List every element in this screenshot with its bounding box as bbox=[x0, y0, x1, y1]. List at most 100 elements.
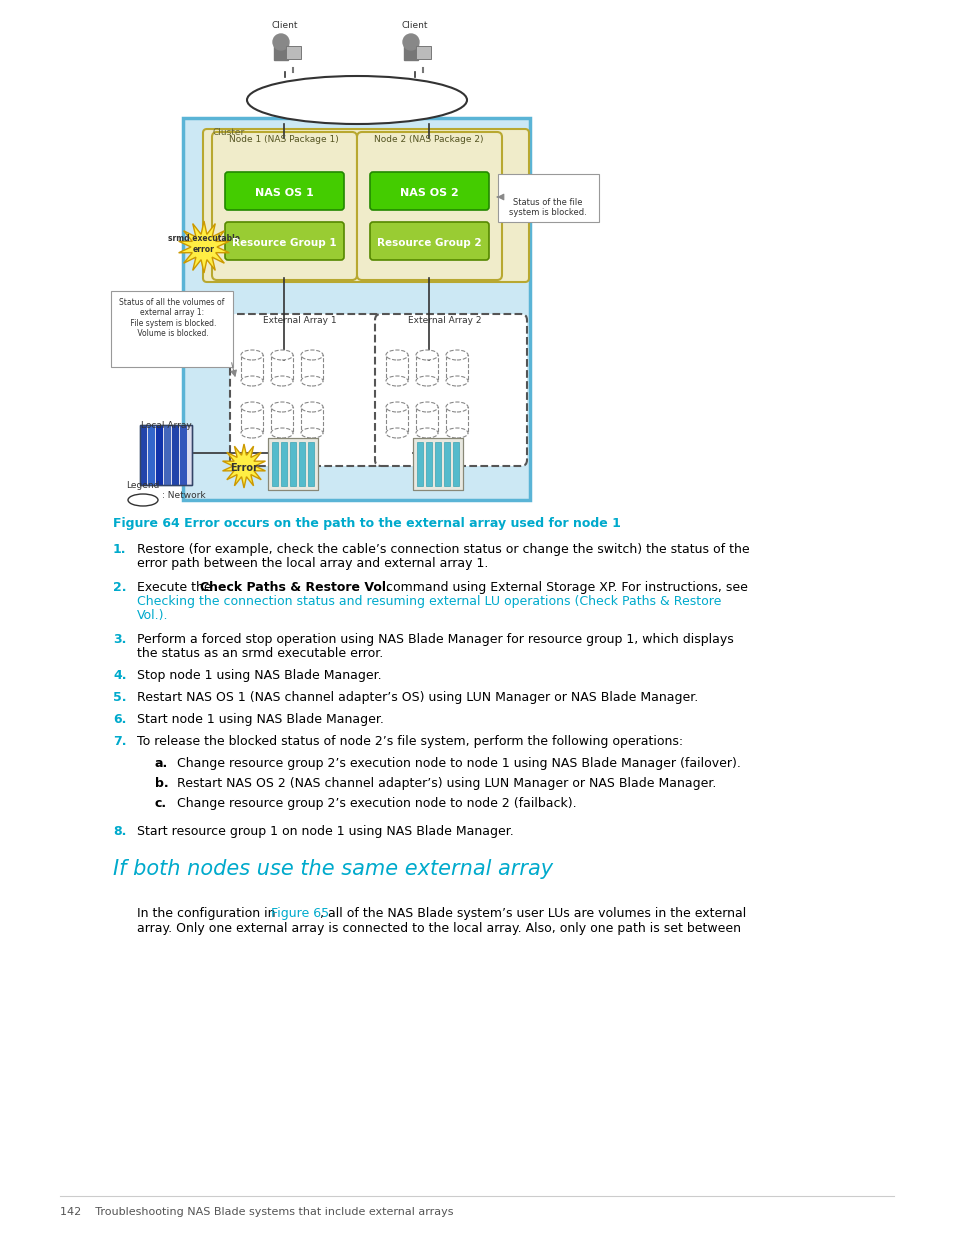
Bar bbox=[446, 408, 468, 433]
Ellipse shape bbox=[386, 403, 408, 412]
Ellipse shape bbox=[301, 429, 323, 438]
FancyBboxPatch shape bbox=[203, 128, 529, 282]
Bar bbox=[435, 442, 440, 487]
Text: Restart NAS OS 2 (NAS channel adapter’s) using LUN Manager or NAS Blade Manager.: Restart NAS OS 2 (NAS channel adapter’s)… bbox=[177, 777, 716, 790]
Text: External Array 1: External Array 1 bbox=[263, 316, 336, 325]
Text: If both nodes use the same external array: If both nodes use the same external arra… bbox=[112, 860, 553, 879]
Text: Client: Client bbox=[401, 21, 428, 30]
Text: the status as an srmd executable error.: the status as an srmd executable error. bbox=[137, 647, 383, 659]
Text: NAS OS 1: NAS OS 1 bbox=[254, 188, 313, 198]
Ellipse shape bbox=[416, 350, 437, 359]
Ellipse shape bbox=[446, 350, 468, 359]
Ellipse shape bbox=[241, 403, 263, 412]
Bar bbox=[416, 354, 437, 382]
Text: , all of the NAS Blade system’s user LUs are volumes in the external: , all of the NAS Blade system’s user LUs… bbox=[319, 906, 745, 920]
Text: Resource Group 1: Resource Group 1 bbox=[232, 238, 336, 248]
Text: Perform a forced stop operation using NAS Blade Manager for resource group 1, wh: Perform a forced stop operation using NA… bbox=[137, 634, 733, 646]
Ellipse shape bbox=[271, 403, 293, 412]
Bar bbox=[453, 442, 458, 487]
Text: 5.: 5. bbox=[112, 692, 127, 704]
Text: command using External Storage XP. For instructions, see: command using External Storage XP. For i… bbox=[381, 580, 747, 594]
Text: error path between the local array and external array 1.: error path between the local array and e… bbox=[137, 557, 488, 571]
Text: Checking the connection status and resuming external LU operations (Check Paths : Checking the connection status and resum… bbox=[137, 595, 720, 608]
Ellipse shape bbox=[241, 350, 263, 359]
FancyBboxPatch shape bbox=[497, 174, 598, 222]
Text: Status of the file
system is blocked.: Status of the file system is blocked. bbox=[509, 198, 586, 217]
Bar bbox=[301, 408, 323, 433]
FancyBboxPatch shape bbox=[370, 172, 489, 210]
FancyBboxPatch shape bbox=[356, 132, 501, 280]
Ellipse shape bbox=[128, 494, 158, 506]
Bar bbox=[416, 408, 437, 433]
Text: Node 1 (NAS Package 1): Node 1 (NAS Package 1) bbox=[229, 135, 338, 144]
Bar bbox=[386, 408, 408, 433]
FancyBboxPatch shape bbox=[370, 222, 489, 261]
Text: : Network: : Network bbox=[162, 492, 206, 500]
Text: Status of all the volumes of
external array 1:
 File system is blocked.
 Volume : Status of all the volumes of external ar… bbox=[119, 298, 225, 338]
Text: Cluster: Cluster bbox=[213, 128, 245, 137]
Text: Change resource group 2’s execution node to node 1 using NAS Blade Manager (fail: Change resource group 2’s execution node… bbox=[177, 757, 740, 769]
Bar bbox=[148, 425, 154, 485]
FancyBboxPatch shape bbox=[375, 314, 526, 466]
Bar bbox=[172, 425, 179, 485]
Text: srmd executable
error: srmd executable error bbox=[168, 235, 240, 253]
Bar bbox=[272, 442, 277, 487]
Bar bbox=[140, 425, 192, 485]
Ellipse shape bbox=[271, 429, 293, 438]
Bar bbox=[164, 425, 171, 485]
Text: 6.: 6. bbox=[112, 713, 126, 726]
Bar bbox=[301, 354, 323, 382]
Text: Change resource group 2’s execution node to node 2 (failback).: Change resource group 2’s execution node… bbox=[177, 797, 576, 810]
Bar bbox=[386, 354, 408, 382]
Text: Start node 1 using NAS Blade Manager.: Start node 1 using NAS Blade Manager. bbox=[137, 713, 383, 726]
Polygon shape bbox=[178, 221, 229, 273]
Text: Stop node 1 using NAS Blade Manager.: Stop node 1 using NAS Blade Manager. bbox=[137, 669, 381, 682]
Ellipse shape bbox=[271, 375, 293, 387]
FancyBboxPatch shape bbox=[111, 291, 233, 367]
Text: 1.: 1. bbox=[112, 543, 127, 556]
FancyBboxPatch shape bbox=[225, 172, 344, 210]
Bar bbox=[180, 425, 187, 485]
Bar bbox=[156, 425, 163, 485]
Ellipse shape bbox=[386, 350, 408, 359]
Bar bbox=[443, 442, 450, 487]
Ellipse shape bbox=[301, 350, 323, 359]
Ellipse shape bbox=[241, 375, 263, 387]
Bar bbox=[298, 442, 305, 487]
Text: 2.: 2. bbox=[112, 580, 127, 594]
Bar bbox=[140, 425, 147, 485]
Ellipse shape bbox=[241, 429, 263, 438]
Text: Vol.).: Vol.). bbox=[137, 609, 169, 622]
Text: External Array 2: External Array 2 bbox=[408, 316, 481, 325]
Bar bbox=[274, 44, 288, 61]
Bar bbox=[286, 46, 301, 59]
Bar bbox=[241, 408, 263, 433]
Text: 4.: 4. bbox=[112, 669, 127, 682]
Bar bbox=[281, 442, 287, 487]
Bar bbox=[413, 438, 462, 490]
Text: Legend: Legend bbox=[126, 480, 159, 490]
Text: 7.: 7. bbox=[112, 735, 127, 748]
Text: Restart NAS OS 1 (NAS channel adapter’s OS) using LUN Manager or NAS Blade Manag: Restart NAS OS 1 (NAS channel adapter’s … bbox=[137, 692, 698, 704]
Ellipse shape bbox=[301, 375, 323, 387]
Bar bbox=[308, 442, 314, 487]
Text: To release the blocked status of node 2’s file system, perform the following ope: To release the blocked status of node 2’… bbox=[137, 735, 682, 748]
Bar bbox=[413, 438, 462, 490]
Text: c.: c. bbox=[154, 797, 167, 810]
Bar bbox=[290, 442, 295, 487]
Text: NAS OS 2: NAS OS 2 bbox=[399, 188, 457, 198]
Bar bbox=[268, 438, 317, 490]
Bar bbox=[241, 354, 263, 382]
Ellipse shape bbox=[446, 429, 468, 438]
Text: array. Only one external array is connected to the local array. Also, only one p: array. Only one external array is connec… bbox=[137, 923, 740, 935]
Ellipse shape bbox=[416, 375, 437, 387]
Ellipse shape bbox=[446, 403, 468, 412]
Text: Figure 65: Figure 65 bbox=[271, 906, 329, 920]
Text: Error: Error bbox=[230, 463, 257, 473]
Text: 142    Troubleshooting NAS Blade systems that include external arrays: 142 Troubleshooting NAS Blade systems th… bbox=[60, 1207, 453, 1216]
Circle shape bbox=[402, 35, 418, 49]
Text: Restore (for example, check the cable’s connection status or change the switch) : Restore (for example, check the cable’s … bbox=[137, 543, 749, 556]
Text: Client: Client bbox=[272, 21, 298, 30]
Text: Figure 64 Error occurs on the path to the external array used for node 1: Figure 64 Error occurs on the path to th… bbox=[112, 517, 620, 530]
Bar bbox=[271, 408, 293, 433]
